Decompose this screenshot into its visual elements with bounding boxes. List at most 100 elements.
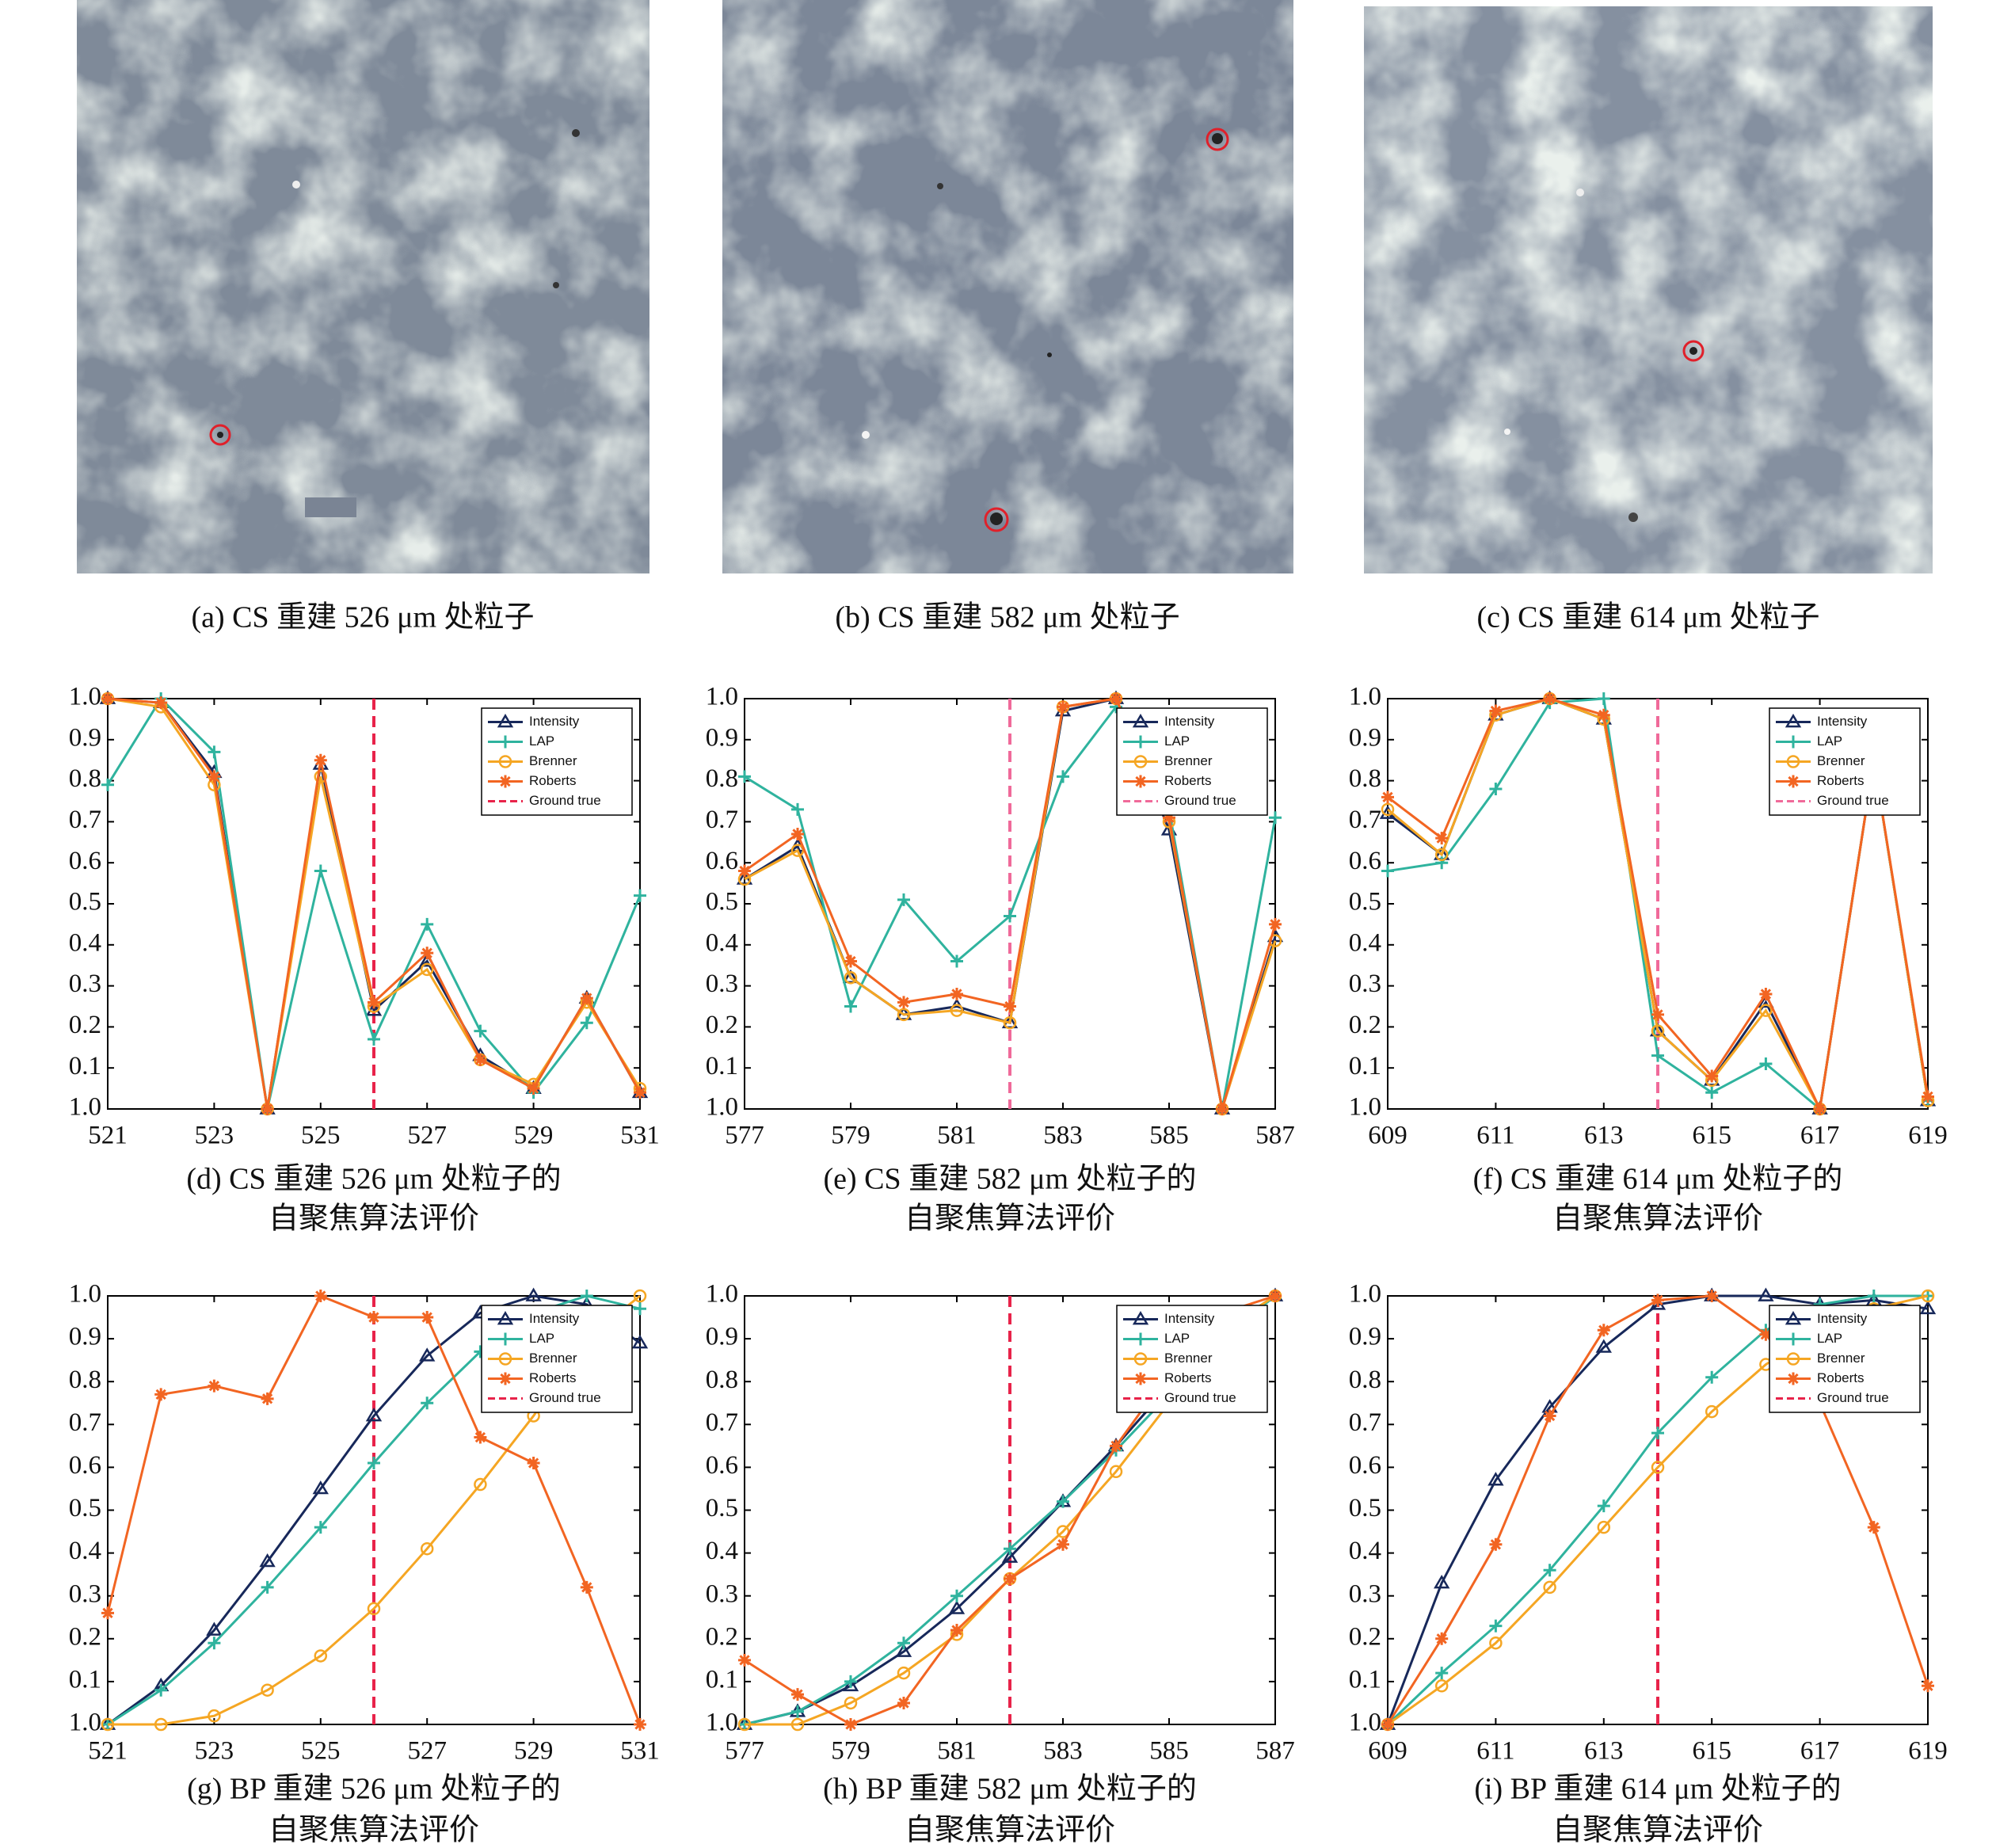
marker — [950, 1589, 963, 1602]
marker — [208, 1379, 221, 1393]
hologram-a — [77, 0, 649, 573]
legend: Intensity LAP Brenner Roberts Ground true — [1769, 707, 1921, 816]
y-tick-label: 0.1 — [706, 1665, 738, 1694]
legend-label: LAP — [529, 733, 554, 749]
marker — [1489, 704, 1503, 718]
marker — [365, 1408, 383, 1422]
marker — [844, 1718, 857, 1731]
marker — [314, 1290, 327, 1302]
legend-label: LAP — [1817, 733, 1842, 749]
marker — [1651, 1427, 1664, 1440]
y-tick-label: 0.8 — [706, 1366, 738, 1394]
marker — [1133, 1352, 1148, 1366]
marker — [314, 753, 327, 767]
legend-label: Intensity — [1164, 714, 1215, 729]
legend-label: Roberts — [1164, 773, 1212, 788]
marker — [1759, 987, 1773, 1000]
marker — [368, 1311, 380, 1324]
y-tick-label: 0.2 — [69, 1011, 101, 1039]
marker — [314, 1649, 328, 1663]
marker — [950, 1004, 964, 1017]
marker — [1787, 1372, 1800, 1385]
y-tick-label: 0.8 — [69, 764, 101, 793]
marker — [474, 1024, 487, 1038]
legend-label: Ground true — [529, 1390, 601, 1405]
marker — [1435, 1667, 1449, 1680]
marker — [844, 1675, 857, 1688]
y-tick-label: 0.3 — [1349, 970, 1381, 998]
marker — [101, 778, 114, 791]
x-tick-label: 521 — [88, 1122, 128, 1150]
x-tick-label: 525 — [301, 1122, 341, 1150]
hologram-c — [1364, 6, 1933, 573]
marker — [1597, 1520, 1611, 1534]
y-tick-label: 0.7 — [69, 1408, 101, 1437]
marker — [525, 1287, 542, 1301]
marker — [368, 996, 380, 1009]
chart-caption: 自聚焦算法评价 — [905, 1814, 1115, 1847]
marker — [1487, 1472, 1504, 1486]
y-tick-label: 0.2 — [1349, 1622, 1381, 1651]
marker — [580, 1290, 593, 1302]
legend-label: Intensity — [1817, 1311, 1868, 1326]
marker — [1867, 1290, 1880, 1302]
marker — [791, 802, 804, 816]
y-tick-label: 1.0 — [1349, 1093, 1381, 1122]
marker — [1134, 1372, 1147, 1385]
marker — [634, 889, 646, 902]
y-tick-label: 0.7 — [1349, 1408, 1381, 1437]
y-tick-label: 0.2 — [706, 1011, 738, 1039]
x-tick-label: 585 — [1149, 1737, 1189, 1766]
y-tick-label: 0.6 — [1349, 847, 1381, 875]
marker — [631, 1335, 649, 1349]
marker — [1057, 700, 1069, 714]
marker — [1435, 832, 1449, 845]
marker — [1109, 1465, 1123, 1479]
marker — [365, 1002, 383, 1016]
marker — [368, 1456, 380, 1469]
marker — [1813, 1103, 1826, 1115]
y-tick-label: 1.0 — [1349, 1709, 1381, 1737]
marker — [1787, 775, 1800, 788]
y-tick-label: 0.9 — [706, 1323, 738, 1351]
x-tick-label: 525 — [301, 1737, 341, 1766]
marker — [1216, 1103, 1228, 1115]
marker — [208, 770, 221, 783]
marker — [1705, 1370, 1719, 1384]
marker — [738, 1653, 751, 1667]
marker — [1787, 735, 1800, 749]
marker — [421, 1396, 434, 1410]
x-tick-label: 531 — [620, 1737, 660, 1766]
marker — [844, 1696, 858, 1710]
x-tick-label: 579 — [831, 1122, 870, 1150]
y-tick-label: 1.0 — [706, 1280, 738, 1309]
marker — [1132, 714, 1149, 728]
marker — [1057, 1537, 1069, 1551]
y-tick-label: 1.0 — [706, 1093, 738, 1122]
x-tick-label: 581 — [937, 1737, 977, 1766]
y-tick-label: 0.4 — [706, 1537, 738, 1565]
marker — [738, 864, 751, 878]
y-tick-label: 0.9 — [706, 723, 738, 752]
marker — [1785, 714, 1802, 728]
x-tick-label: 523 — [195, 1122, 234, 1150]
marker — [101, 692, 114, 705]
marker — [1381, 802, 1395, 817]
x-tick-label: 609 — [1368, 1737, 1407, 1766]
marker — [1434, 1575, 1450, 1589]
marker — [633, 1289, 647, 1303]
marker — [1921, 1289, 1935, 1303]
x-tick-label: 521 — [88, 1737, 128, 1766]
y-tick-label: 0.7 — [706, 1408, 738, 1437]
x-tick-label: 527 — [407, 1737, 447, 1766]
y-tick-label: 1.0 — [69, 683, 101, 711]
marker — [1269, 811, 1282, 825]
marker — [1056, 1525, 1070, 1538]
y-tick-label: 0.4 — [706, 928, 738, 957]
marker — [897, 996, 910, 1009]
marker — [1435, 1632, 1449, 1645]
y-tick-label: 0.6 — [1349, 1451, 1381, 1480]
y-tick-label: 0.2 — [1349, 1011, 1381, 1039]
